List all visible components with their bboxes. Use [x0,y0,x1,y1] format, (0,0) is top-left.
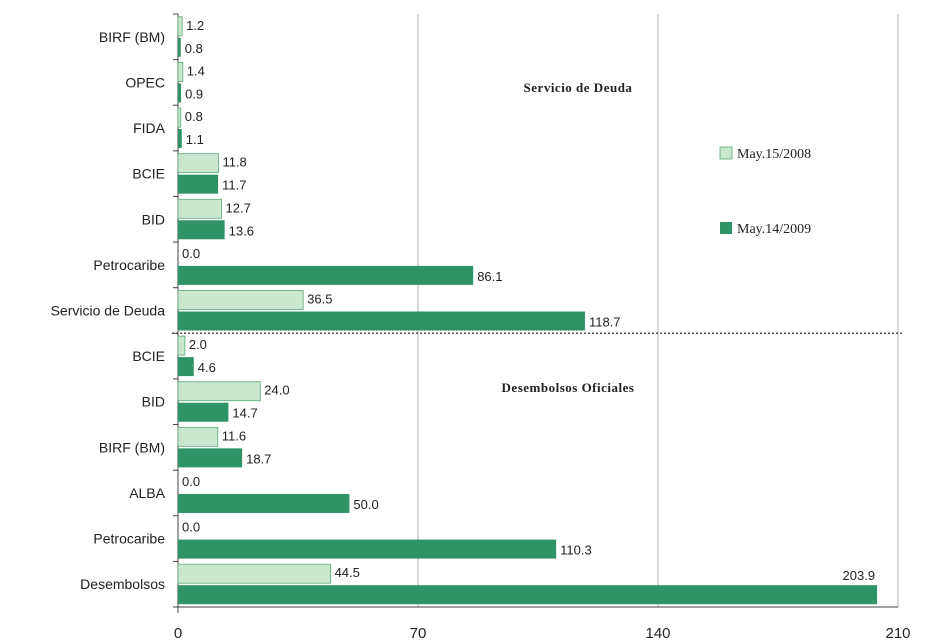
value-label-2008-bcie: 2.0 [189,337,207,352]
category-label-alba: ALBA [129,485,165,501]
bar-2008-birf-bm [177,16,183,37]
legend: May.15/2008 May.14/2009 [719,146,811,237]
bar-2009-bid [178,220,225,240]
legend-label-2009: May.14/2009 [737,222,811,237]
bar-2009-petrocaribe [178,539,557,559]
legend-label-2008: May.15/2008 [737,147,811,162]
value-label-2009-bcie: 4.6 [198,360,216,375]
value-label-2009-bcie: 11.7 [222,178,246,193]
x-tick-label-140: 140 [645,625,670,642]
category-label-fida: FIDA [133,120,166,136]
bar-2008-fida [177,107,182,128]
bar-2008-servicio-de-deuda [177,290,304,310]
value-label-2008-opec: 1.4 [187,63,205,78]
bar-2009-opec [178,83,182,103]
x-tick-label-0: 0 [174,625,182,642]
value-label-2008-fida: 0.8 [185,109,203,124]
value-label-2008-alba: 0.0 [182,474,200,489]
value-label-2009-petrocaribe: 110.3 [560,543,592,558]
value-label-2008-petrocaribe: 0.0 [182,246,200,261]
category-label-desembolsos: Desembolsos [80,576,165,592]
category-label-bid: BID [142,394,165,410]
bar-2009-bid [178,402,229,422]
bar-2009-fida [178,129,182,149]
labels: 0 70 140 210 BIRF (BM) 1.2 0.8 OPEC 1.4 0.9 FIDA 0.… [51,18,911,642]
legend-swatch-2008 [719,146,733,160]
category-label-birf-bm: BIRF (BM) [99,29,165,45]
section-title-desembolsos-oficiales: Desembolsos Oficiales [502,380,635,395]
category-label-bid: BID [142,211,165,227]
value-label-2008-birf-bm: 11.6 [222,428,246,443]
bar-2008-desembolsos [177,563,331,584]
value-label-2009-bid: 13.6 [229,223,254,238]
value-label-2009-birf-bm: 18.7 [246,451,271,466]
value-label-2009-bid: 14.7 [232,406,257,421]
value-label-2009-opec: 0.9 [185,86,203,101]
value-label-2009-alba: 50.0 [353,497,378,512]
value-label-2009-desembolsos: 203.9 [843,568,876,583]
x-tick-label-70: 70 [410,625,427,642]
category-label-servicio-de-deuda: Servicio de Deuda [51,303,166,319]
legend-swatch-2009 [720,222,732,234]
value-label-2009-petrocaribe: 86.1 [477,269,502,284]
bar-2009-petrocaribe [178,265,474,285]
bar-2009-birf-bm [178,37,181,57]
value-label-2008-bcie: 11.8 [222,155,246,170]
value-label-2008-bid: 24.0 [264,383,289,398]
value-label-2008-servicio-de-deuda: 36.5 [307,292,332,307]
bar-2008-bid [177,198,222,219]
bar-2008-bcie [177,335,186,356]
bar-2009-desembolsos [178,585,878,605]
bar-2009-birf-bm [178,448,243,468]
value-label-2009-servicio-de-deuda: 118.7 [589,315,621,330]
value-label-2008-desembolsos: 44.5 [335,565,360,580]
value-label-2009-fida: 1.1 [186,132,204,147]
value-label-2008-bid: 12.7 [226,200,251,215]
category-label-opec: OPEC [125,74,165,90]
category-label-bcie: BCIE [132,166,165,182]
x-tick-label-210: 210 [885,625,910,642]
section-title-servicio-de-deuda: Servicio de Deuda [524,80,633,95]
bar-2009-alba [178,493,350,513]
bar-2009-servicio-de-deuda [178,311,585,331]
value-label-2008-birf-bm: 1.2 [186,18,204,33]
value-label-2008-petrocaribe: 0.0 [182,520,200,535]
bar-2008-bid [177,381,261,402]
category-label-petrocaribe: Petrocaribe [93,531,165,547]
bar-2009-bcie [178,357,194,377]
bar-2008-opec [177,62,184,82]
bar-2008-birf-bm [177,426,219,447]
bar-2009-bcie [178,174,219,194]
value-label-2009-birf-bm: 0.8 [185,41,203,56]
category-label-birf-bm: BIRF (BM) [99,439,165,455]
category-label-petrocaribe: Petrocaribe [93,257,165,273]
bars [177,16,878,605]
category-label-bcie: BCIE [132,348,165,364]
bar-2008-bcie [177,153,219,174]
